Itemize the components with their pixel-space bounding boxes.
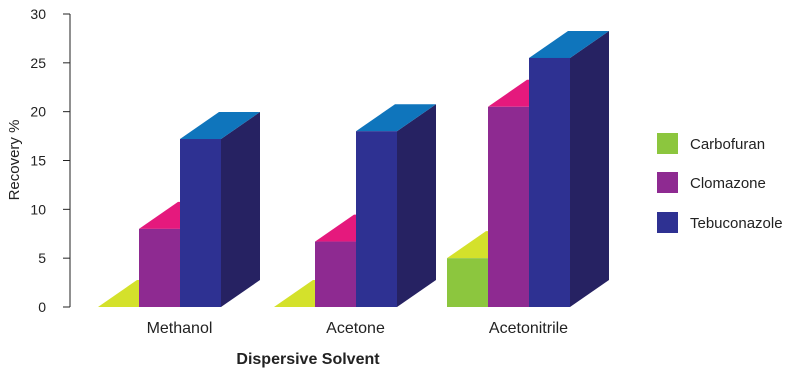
legend-item: Tebuconazole [657,212,783,233]
legend-label: Clomazone [690,175,766,192]
x-axis-title: Dispersive Solvent [236,351,380,368]
legend-swatch [657,133,678,154]
x-tick-label: Methanol [147,320,213,337]
y-tick-label: 10 [30,201,46,217]
bar-tebuconazole-methanol [180,112,260,307]
x-tick-label: Acetone [326,320,385,337]
y-axis: 0 5 10 15 20 25 30 [30,6,71,315]
bar-side [221,112,260,307]
bar-front [356,131,397,307]
legend: Carbofuran Clomazone Tebuconazole [657,133,783,233]
y-tick-label: 25 [30,55,46,71]
bar-front [180,139,221,307]
x-tick-label: Acetonitrile [489,320,568,337]
y-tick-label: 15 [30,153,46,169]
bar-top [356,104,436,132]
legend-label: Tebuconazole [690,215,783,232]
bar-tebuconazole-acetonitrile [529,30,609,308]
bar-tebuconazole-acetone [356,104,436,307]
y-tick-label: 30 [30,6,46,22]
bar-front [447,258,488,307]
bar-front [529,57,570,308]
legend-label: Carbofuran [690,136,765,153]
bar-front [488,106,529,308]
y-tick-label: 5 [38,250,46,266]
bar-front [315,241,356,307]
legend-item: Carbofuran [657,133,765,154]
bar-front [139,228,180,307]
legend-swatch [657,172,678,193]
legend-item: Clomazone [657,172,766,193]
y-tick-label: 20 [30,104,46,120]
bar-side [570,30,609,307]
bar-top [180,112,260,140]
y-tick-label: 0 [38,299,46,315]
legend-swatch [657,212,678,233]
y-axis-title: Recovery % [6,120,23,201]
bars [98,30,609,308]
bar-top [529,30,609,58]
category-labels: Methanol Acetone Acetonitrile [147,320,569,337]
bar-side [397,104,436,307]
